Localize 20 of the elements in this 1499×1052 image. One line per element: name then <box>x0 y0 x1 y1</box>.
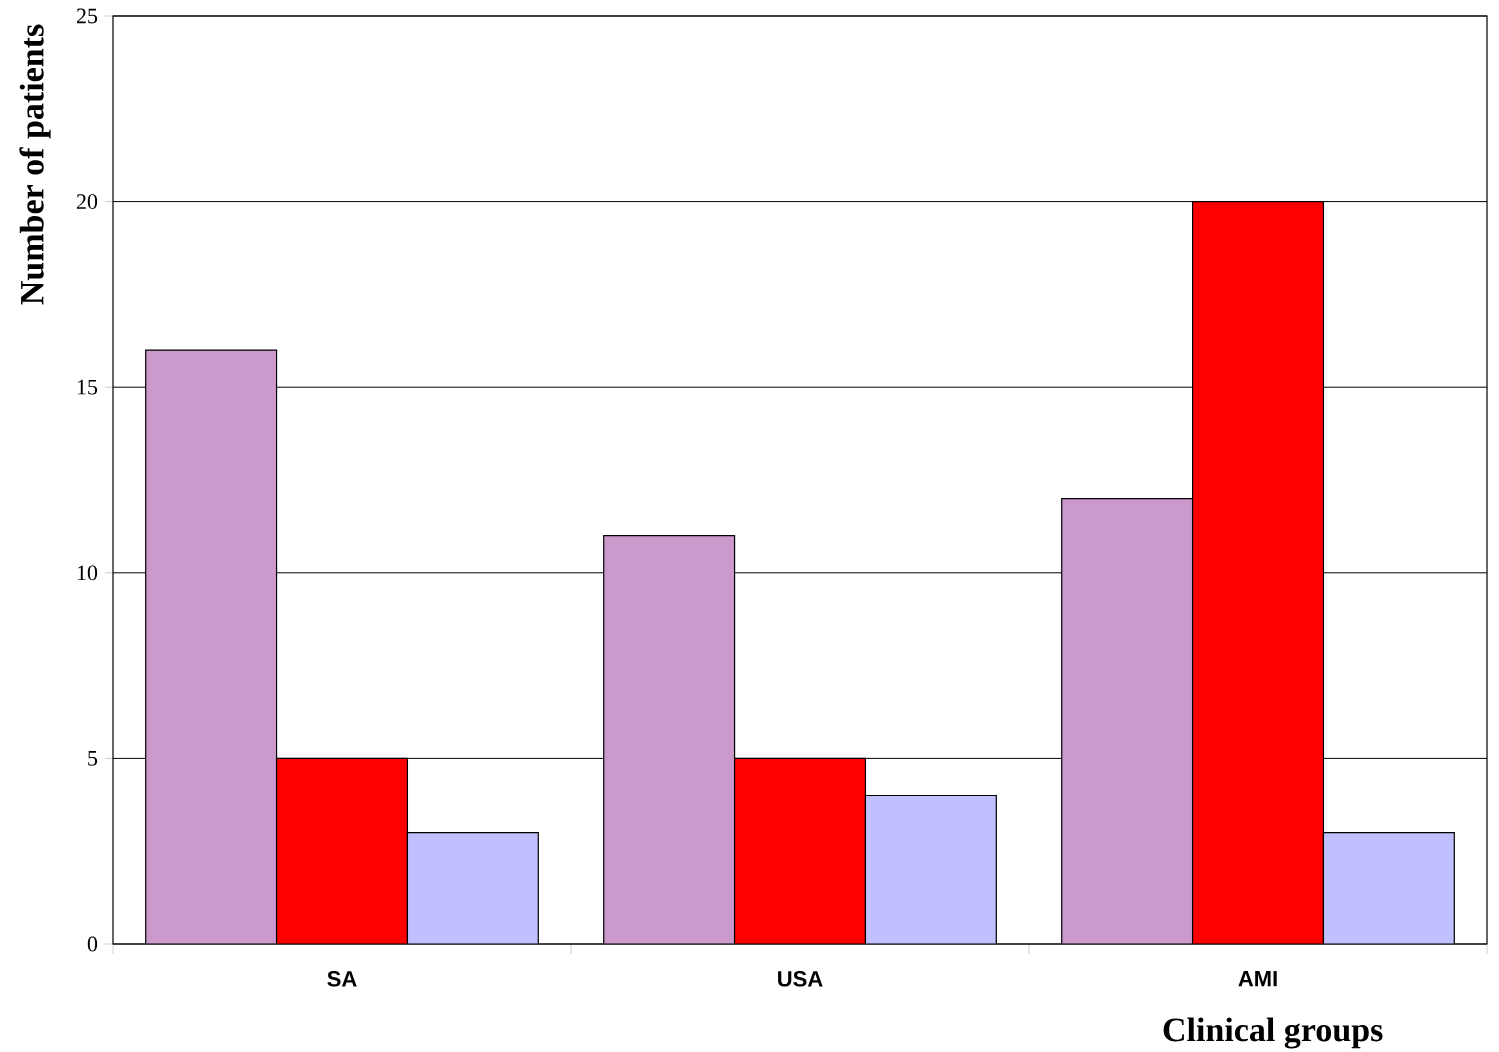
y-tick-label: 5 <box>88 751 98 766</box>
y-tick-label: 0 <box>87 936 98 952</box>
bar <box>406 832 539 944</box>
y-tick-label: 25 <box>76 8 98 24</box>
x-tick-label: SA <box>327 971 357 987</box>
bar <box>275 757 409 944</box>
y-tick-label: 20 <box>76 194 98 210</box>
x-tick-label: USA <box>778 971 823 987</box>
bar <box>145 349 278 944</box>
y-tick-label: 10 <box>77 565 98 581</box>
bar <box>1322 832 1455 944</box>
bar <box>733 757 867 944</box>
y-axis-title: Number of patients <box>19 24 51 305</box>
bar <box>1191 200 1325 944</box>
y-tick-label: 15 <box>77 379 98 395</box>
x-axis-title: Clinical groups <box>1163 1017 1383 1049</box>
bar <box>864 794 997 944</box>
bar <box>1061 497 1194 944</box>
x-tick-label: AMI <box>1238 971 1277 987</box>
bar <box>603 535 736 944</box>
